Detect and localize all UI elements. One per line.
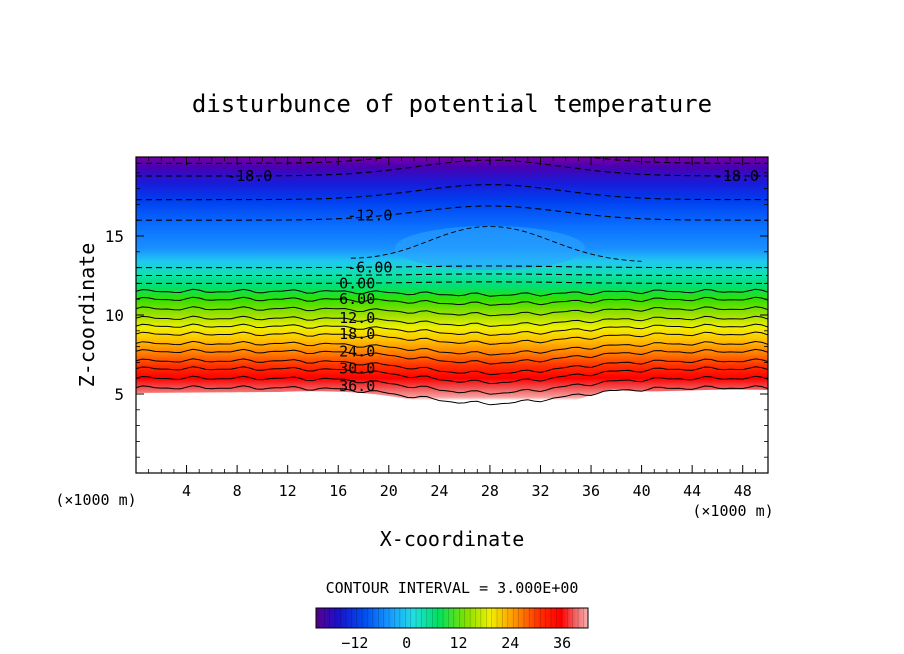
contour-label: -18.0: [227, 167, 272, 185]
x-tick-label: 12: [279, 482, 297, 500]
x-tick-label: 40: [633, 482, 651, 500]
contour-label: 24.0: [339, 342, 375, 360]
contour-line: [136, 340, 768, 356]
plot-area: [136, 157, 768, 473]
x-tick-label: 36: [582, 482, 600, 500]
x-tick-label: 8: [233, 482, 242, 500]
contour-line: [136, 331, 768, 345]
lower-boundary-region: [136, 389, 768, 473]
contour-line: [136, 323, 768, 336]
contour-labels: -18.0 -18.0 -12.0 -6.000.006.0012.018.024.0…: [227, 167, 759, 395]
contour-label: 6.00: [339, 290, 375, 308]
contour-line: [136, 306, 768, 317]
colorbar-frame: [315, 607, 589, 629]
colorbar-ticks: −12 0 12 24 36: [341, 634, 571, 652]
contour-label: -18.0: [714, 167, 759, 185]
y-axis-label: Z-coordinate: [75, 243, 99, 388]
x-tick-label: 32: [531, 482, 549, 500]
x-unit-right: (×1000 m): [692, 502, 773, 520]
contour-label: -12.0: [347, 206, 392, 224]
chart-title: disturbunce of potential temperature: [192, 90, 712, 118]
x-tick-label: 44: [683, 482, 701, 500]
colorbar-tick-label: 0: [402, 634, 411, 652]
contour-line: [136, 157, 768, 164]
contour-line: [136, 296, 768, 306]
x-tick-label: 4: [182, 482, 191, 500]
contour-line: [136, 348, 768, 365]
contour-line: [136, 205, 768, 221]
contour-label: 36.0: [339, 377, 375, 395]
contour-line: [136, 358, 768, 376]
x-tick-label: 48: [734, 482, 752, 500]
y-tick-label: 5: [114, 385, 124, 404]
contour-label: -6.00: [347, 259, 392, 277]
contour-line: [350, 226, 642, 262]
contour-line: [136, 273, 768, 277]
contour-line: [136, 385, 768, 406]
y-tick-label: 15: [105, 227, 124, 246]
contour-line: [136, 159, 768, 177]
contour-label: 30.0: [339, 360, 375, 378]
colorbar-tick-label: 12: [449, 634, 467, 652]
contour-line: [136, 375, 768, 395]
x-tick-label: 20: [380, 482, 398, 500]
contour-label: 0.00: [339, 274, 375, 292]
contour-line: [136, 288, 768, 297]
contour-label: 18.0: [339, 325, 375, 343]
y-tick-label: 10: [105, 306, 124, 325]
contour-line: [136, 315, 768, 327]
x-axis-label: X-coordinate: [380, 527, 525, 551]
colorbar-stripes: [316, 608, 588, 628]
contour-line: [136, 265, 768, 269]
x-tick-label: 16: [329, 482, 347, 500]
contour-line: [136, 366, 768, 385]
upper-bulge: [395, 226, 585, 270]
x-tick-label: 28: [481, 482, 499, 500]
contour-line: [136, 184, 768, 201]
x-tick-label: 24: [430, 482, 448, 500]
x-unit-left: (×1000 m): [55, 491, 136, 509]
contour-label: 12.0: [339, 309, 375, 327]
colorbar-tick-label: −12: [341, 634, 368, 652]
colorbar-tick-label: 36: [553, 634, 571, 652]
colorbar-tick-label: 24: [501, 634, 519, 652]
contour-interval-text: CONTOUR INTERVAL = 3.000E+00: [326, 579, 579, 597]
contour-line: [136, 281, 768, 284]
